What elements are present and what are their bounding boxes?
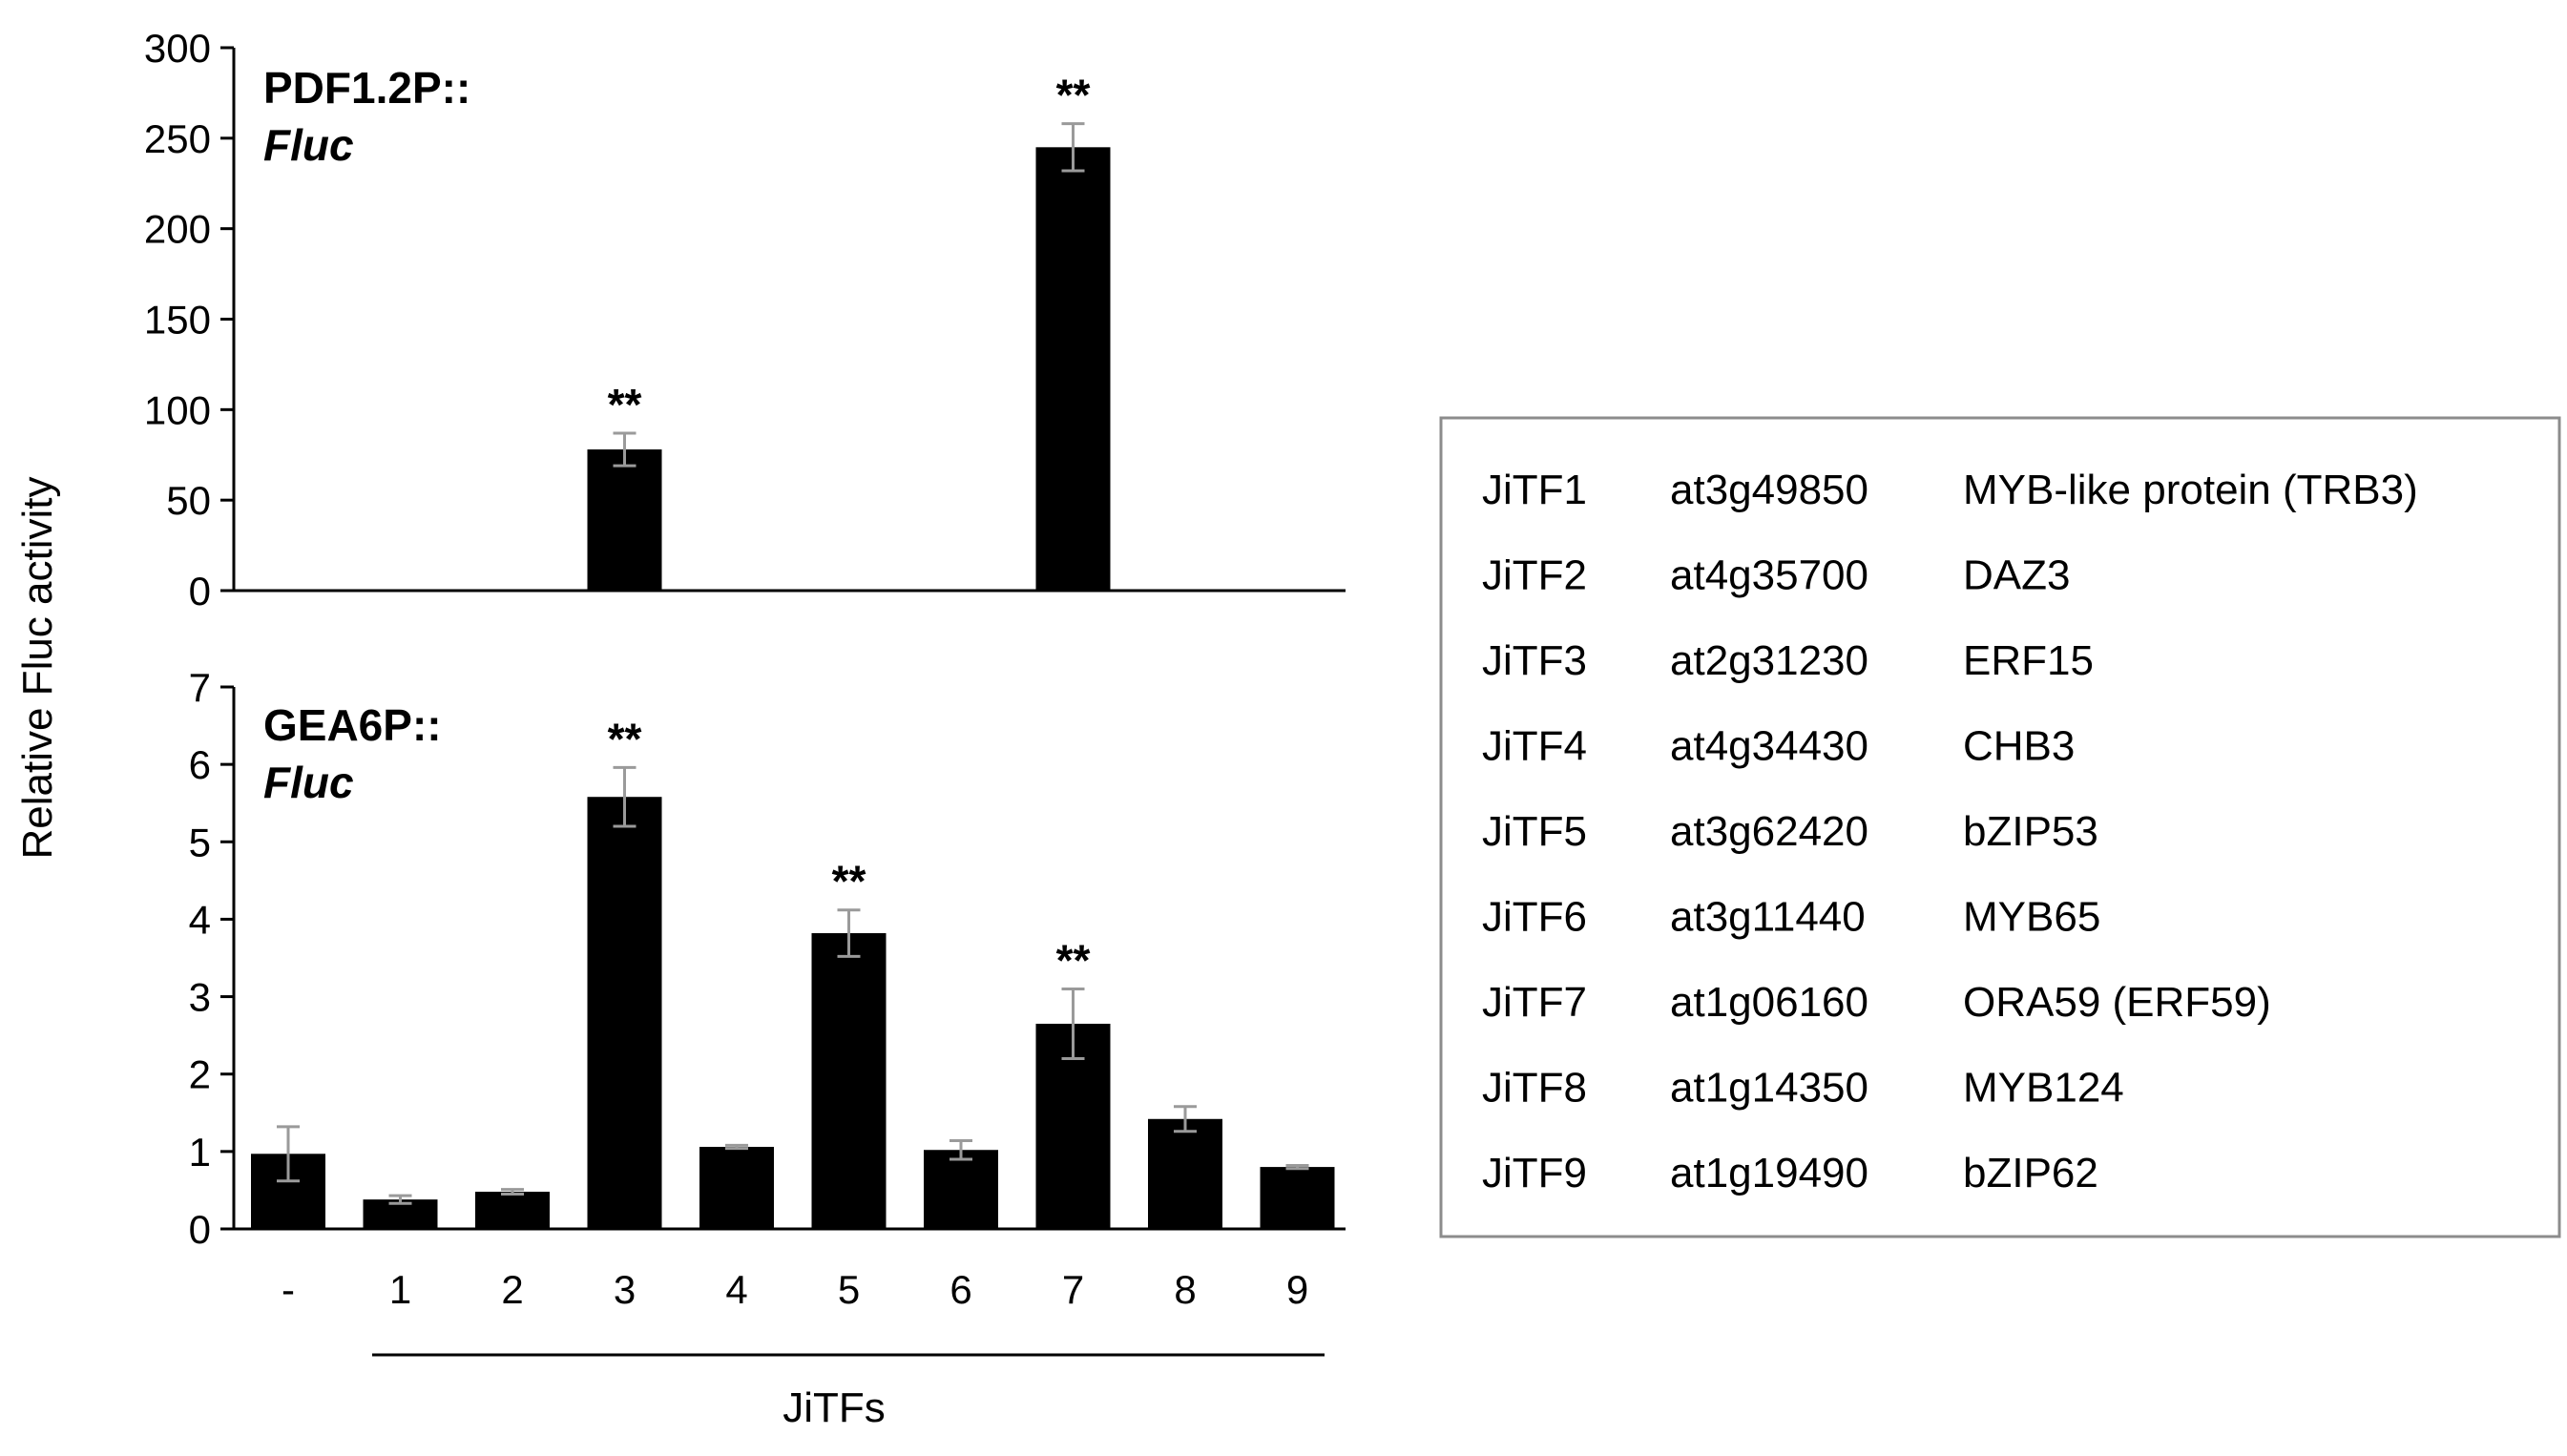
y-tick-label: 300 bbox=[144, 26, 211, 71]
legend-tf: JiTF5 bbox=[1482, 808, 1587, 855]
bar-7 bbox=[1035, 147, 1111, 592]
significance-mark: ** bbox=[608, 714, 642, 763]
x-tick-label: 5 bbox=[838, 1267, 860, 1312]
y-tick-label: 200 bbox=[144, 207, 211, 252]
legend-locus: at2g31230 bbox=[1670, 637, 1868, 684]
bar-3 bbox=[587, 797, 662, 1229]
legend-locus: at4g34430 bbox=[1670, 723, 1868, 770]
bar-4 bbox=[699, 1146, 774, 1229]
significance-mark: ** bbox=[608, 380, 642, 429]
x-tick-label: 8 bbox=[1174, 1267, 1196, 1312]
panel-label: GEA6P:: bbox=[263, 700, 442, 750]
bar-5 bbox=[811, 933, 887, 1229]
legend-name: MYB-like protein (TRB3) bbox=[1963, 467, 2418, 513]
legend-name: bZIP62 bbox=[1963, 1150, 2098, 1196]
y-tick-label: 4 bbox=[189, 897, 211, 942]
legend-locus: at3g62420 bbox=[1670, 808, 1868, 855]
legend-tf: JiTF9 bbox=[1482, 1150, 1587, 1196]
x-tick-label: - bbox=[282, 1267, 295, 1312]
y-tick-label: 7 bbox=[189, 665, 211, 710]
legend-name: ORA59 (ERF59) bbox=[1963, 979, 2271, 1026]
legend-locus: at1g14350 bbox=[1670, 1065, 1868, 1112]
y-tick-label: 5 bbox=[189, 820, 211, 864]
legend-locus: at4g35700 bbox=[1670, 552, 1868, 599]
legend-name: CHB3 bbox=[1963, 723, 2075, 770]
legend-name: ERF15 bbox=[1963, 637, 2094, 684]
panel-label: PDF1.2P:: bbox=[263, 63, 470, 113]
panel-label-italic: Fluc bbox=[263, 120, 354, 170]
y-tick-label: 250 bbox=[144, 116, 211, 161]
y-tick-label: 6 bbox=[189, 742, 211, 787]
legend-name: MYB124 bbox=[1963, 1065, 2124, 1112]
significance-mark: ** bbox=[1056, 935, 1091, 985]
y-tick-label: 2 bbox=[189, 1052, 211, 1097]
legend-name: MYB65 bbox=[1963, 894, 2100, 941]
legend-locus: at3g11440 bbox=[1670, 894, 1866, 941]
y-tick-label: 100 bbox=[144, 387, 211, 432]
y-axis-title: Relative Fluc activity bbox=[14, 476, 61, 859]
x-tick-label: 1 bbox=[389, 1267, 411, 1312]
legend-tf: JiTF8 bbox=[1482, 1065, 1587, 1112]
x-tick-label: 9 bbox=[1286, 1267, 1308, 1312]
x-tick-label: 4 bbox=[725, 1267, 747, 1312]
x-tick-label: 6 bbox=[950, 1267, 971, 1312]
x-tick-label: 3 bbox=[614, 1267, 636, 1312]
y-tick-label: 150 bbox=[144, 298, 211, 343]
tf-legend: JiTF1 at3g49850 MYB-like protein (TRB3) JiT… bbox=[1439, 416, 2561, 1238]
panel-label-italic: Fluc bbox=[263, 758, 354, 807]
x-axis-title: JiTFs bbox=[783, 1384, 886, 1431]
legend-tf: JiTF1 bbox=[1482, 467, 1587, 513]
legend-name: bZIP53 bbox=[1963, 808, 2098, 855]
x-tick-label: 7 bbox=[1062, 1267, 1084, 1312]
y-tick-label: 50 bbox=[166, 478, 211, 523]
legend-name: DAZ3 bbox=[1963, 552, 2070, 599]
bar-6 bbox=[924, 1150, 998, 1229]
legend-locus: at3g49850 bbox=[1670, 467, 1868, 513]
legend-tf: JiTF4 bbox=[1482, 723, 1587, 770]
y-tick-label: 3 bbox=[189, 975, 211, 1020]
y-tick-label: 0 bbox=[189, 569, 211, 614]
bar-3 bbox=[587, 449, 662, 591]
significance-mark: ** bbox=[832, 857, 866, 906]
significance-mark: ** bbox=[1056, 71, 1091, 120]
bar-9 bbox=[1260, 590, 1335, 591]
legend-tf: JiTF2 bbox=[1482, 552, 1587, 599]
y-tick-label: 0 bbox=[189, 1207, 211, 1252]
bar-9 bbox=[1260, 1167, 1335, 1229]
bar-8 bbox=[1148, 1118, 1222, 1229]
legend-locus: at1g06160 bbox=[1670, 979, 1868, 1026]
legend-tf: JiTF6 bbox=[1482, 894, 1587, 941]
bar-2 bbox=[475, 1192, 550, 1229]
y-tick-label: 1 bbox=[189, 1130, 211, 1175]
legend-locus: at1g19490 bbox=[1670, 1150, 1868, 1196]
x-tick-label: 2 bbox=[501, 1267, 523, 1312]
legend-tf: JiTF7 bbox=[1482, 979, 1587, 1026]
legend-tf: JiTF3 bbox=[1482, 637, 1587, 684]
legend-border bbox=[1439, 416, 2561, 1238]
